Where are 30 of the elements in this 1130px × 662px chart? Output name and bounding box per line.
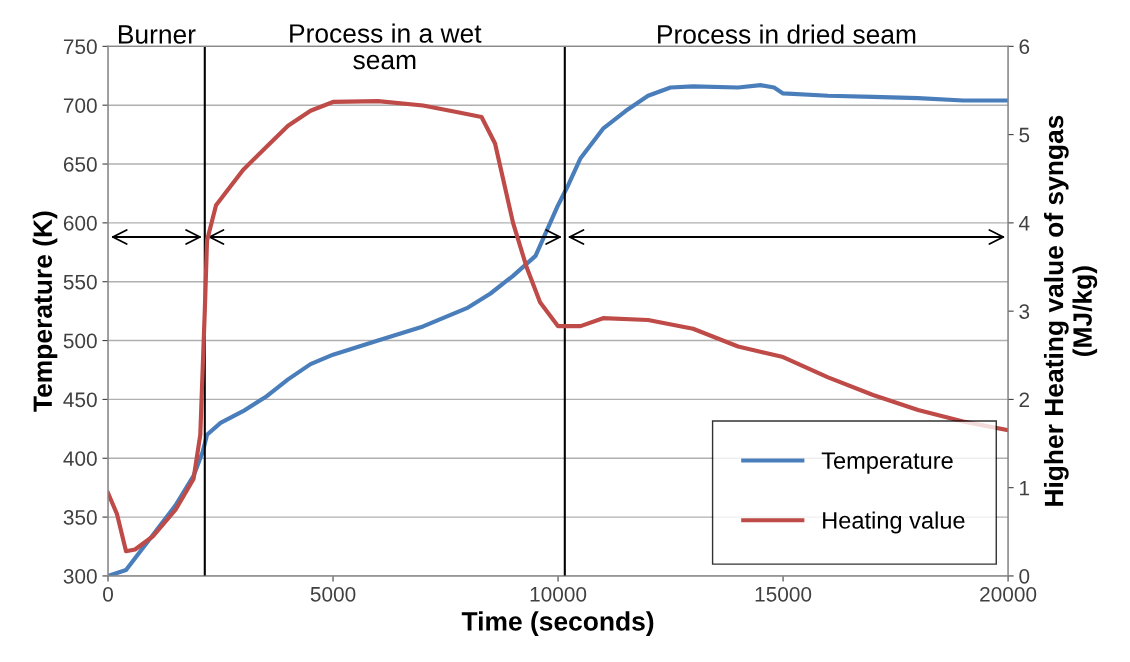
y-tick-label: 650: [63, 157, 97, 172]
legend-label: Temperature: [821, 452, 953, 474]
y-tick-label: 300: [63, 568, 97, 584]
x-axis-title: Time (seconds): [461, 611, 654, 636]
text: Process in dried seam: [658, 24, 916, 44]
legend-label: Heating value: [823, 511, 965, 534]
x-tick-label: 10000: [530, 586, 587, 602]
y2-axis-title: Higher Heating value of syngas (MJ/kg): [1043, 115, 1098, 506]
y-tick-label: 750: [63, 39, 97, 55]
y-tick-label: 500: [63, 333, 97, 349]
y2-tick-label: 5: [1019, 127, 1030, 143]
annotation: Process in a wet seam: [290, 23, 482, 70]
y-tick-label: 550: [63, 274, 97, 290]
y2-tick-label: 6: [1019, 39, 1030, 55]
x-tick-label: 15000: [755, 586, 812, 602]
y-tick-label: 700: [63, 98, 97, 113]
y-tick-label: 400: [63, 451, 97, 466]
y-tick-label: 600: [63, 215, 97, 231]
y2-tick-label: 0: [1019, 568, 1030, 584]
y2-tick-label: 2: [1019, 392, 1030, 407]
y2-tick-label: 4: [1018, 216, 1030, 231]
y2-tick-label: 1: [1020, 480, 1030, 496]
y-axis-title: Temperature (K): [32, 211, 58, 412]
x-tick-label: 20000: [980, 586, 1037, 602]
y-tick-label: 350: [63, 510, 97, 525]
text: Burner: [118, 25, 196, 44]
y2-tick-label: 3: [1019, 304, 1030, 319]
y-tick-label: 450: [63, 392, 97, 408]
x-tick-label: 5000: [310, 586, 356, 602]
x-tick-label: 0: [103, 586, 114, 602]
